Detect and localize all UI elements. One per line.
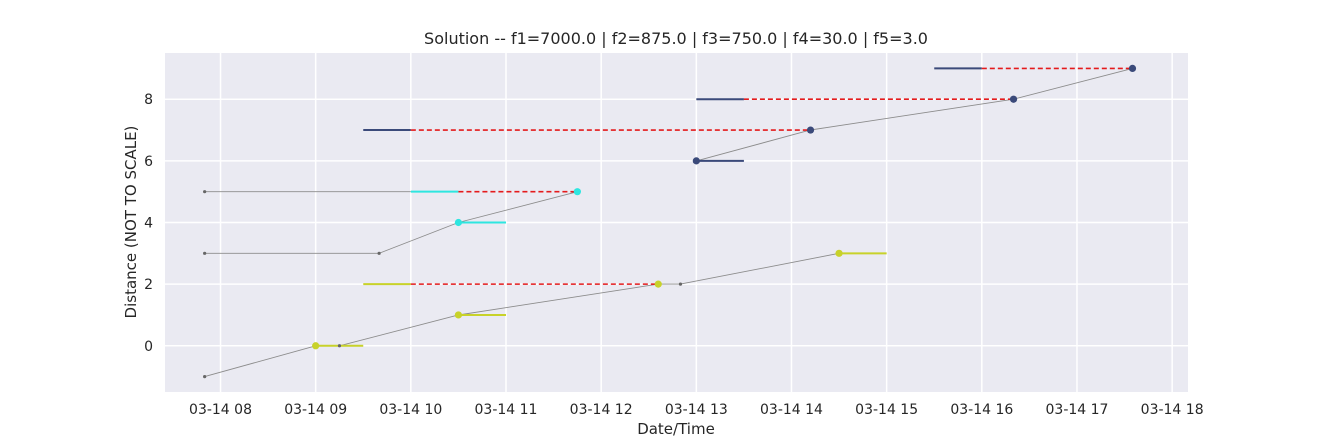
x-axis-ticks: 03-14 08 03-14 09 03-14 10 03-14 11 03-14 12… — [189, 402, 1204, 418]
stop-marker — [654, 280, 662, 288]
x-axis-label: Date/Time — [637, 420, 715, 438]
route-path-line — [204, 191, 578, 254]
x-tick-label: 03-14 10 — [379, 402, 442, 418]
waypoint-marker — [203, 374, 207, 379]
x-tick-label: 03-14 13 — [665, 402, 728, 418]
waypoint-marker — [678, 282, 683, 286]
x-tick-label: 03-14 12 — [570, 402, 633, 418]
y-tick-label: 0 — [144, 339, 153, 355]
x-tick-label: 03-14 08 — [189, 402, 252, 418]
stop-marker — [573, 188, 581, 196]
stop-marker — [806, 126, 815, 134]
x-tick-label: 03-14 18 — [1141, 402, 1204, 418]
stop-marker — [835, 249, 843, 257]
y-tick-label: 4 — [144, 216, 153, 232]
delay-segments — [410, 67, 1133, 285]
y-axis-ticks: 0 2 4 6 8 — [144, 92, 153, 355]
stop-marker — [454, 218, 463, 227]
stop-marker — [1128, 64, 1137, 73]
stop-points — [203, 64, 1137, 379]
x-tick-label: 03-14 14 — [760, 402, 823, 418]
waypoint-marker — [203, 190, 207, 194]
x-tick-label: 03-14 17 — [1046, 402, 1109, 418]
x-tick-label: 03-14 16 — [950, 402, 1013, 418]
y-tick-label: 8 — [144, 92, 153, 108]
route-path-line — [696, 67, 1133, 162]
waypoint-marker — [337, 344, 342, 348]
stop-marker — [312, 342, 320, 350]
waypoint-marker — [203, 251, 207, 255]
y-tick-label: 6 — [144, 154, 153, 170]
chart-title: Solution -- f1=7000.0 | f2=875.0 | f3=75… — [424, 29, 928, 48]
stop-marker — [1009, 95, 1018, 103]
x-tick-label: 03-14 09 — [284, 402, 347, 418]
stop-marker — [692, 157, 700, 165]
stop-marker — [454, 311, 463, 319]
waypoint-marker — [377, 251, 381, 255]
time-windows — [315, 67, 982, 347]
x-tick-label: 03-14 15 — [855, 402, 918, 418]
y-tick-label: 2 — [144, 277, 153, 293]
y-axis-label: Distance (NOT TO SCALE) — [122, 126, 140, 319]
x-tick-label: 03-14 11 — [475, 402, 538, 418]
grid — [165, 53, 1188, 392]
